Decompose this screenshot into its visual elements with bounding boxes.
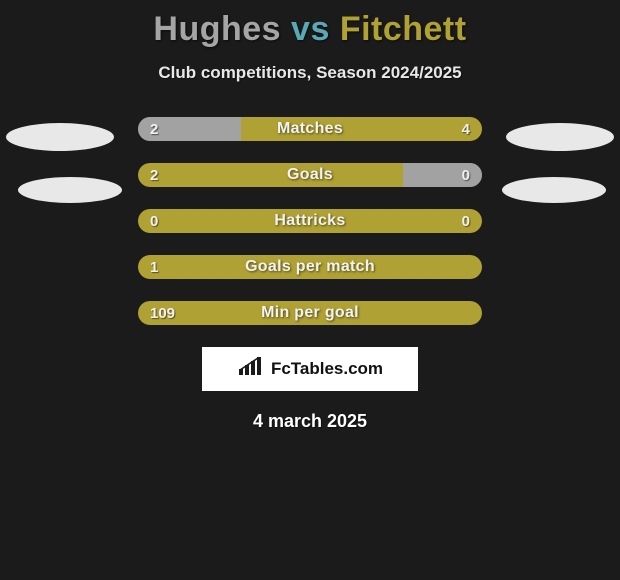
stat-bar-row: 20Goals [138,163,482,187]
player2-name: Fitchett [340,10,467,48]
stat-value-left: 1 [150,255,158,279]
stat-label: Min per goal [138,301,482,325]
comparison-title: Hughes vs Fitchett [0,0,620,49]
chart-icon [237,357,265,382]
left-ellipse-1 [6,123,114,151]
stat-value-left: 0 [150,209,158,233]
vs-text: vs [291,10,330,48]
stat-bar-row: 1Goals per match [138,255,482,279]
stat-bars: 24Matches 20Goals 0 0Hattricks 1Goals per ma… [138,117,482,325]
stat-bar-left-fill [138,117,241,141]
left-ellipse-2 [18,177,122,203]
date-text: 4 march 2025 [0,411,620,432]
player1-name: Hughes [153,10,281,48]
stat-bar-row: 24Matches [138,117,482,141]
right-ellipse-1 [506,123,614,151]
stat-value-right: 4 [462,117,470,141]
right-ellipse-2 [502,177,606,203]
stat-bar-row: 0 0Hattricks [138,209,482,233]
subtitle: Club competitions, Season 2024/2025 [0,63,620,83]
stat-value-left: 2 [150,163,158,187]
stat-bar-row: 109Min per goal [138,301,482,325]
source-badge: FcTables.com [202,347,418,391]
stat-label: Goals per match [138,255,482,279]
stat-value-left: 109 [150,301,175,325]
stat-bar-right-fill [403,163,482,187]
stat-value-right: 0 [462,209,470,233]
stat-label: Hattricks [138,209,482,233]
source-text: FcTables.com [271,359,383,379]
